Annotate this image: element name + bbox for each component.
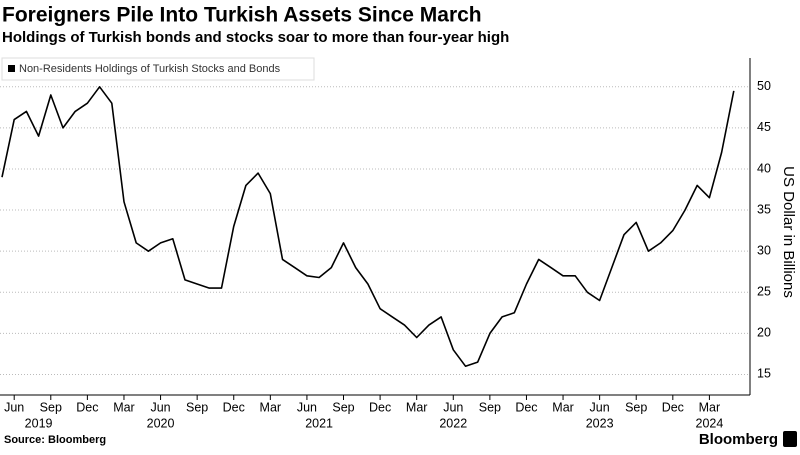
source: Source: Bloomberg: [4, 434, 106, 446]
line-series: [1, 86, 735, 367]
y-tick-label: 40: [757, 161, 771, 175]
x-tick-label: Sep: [332, 400, 354, 414]
year-label: 2022: [439, 416, 467, 430]
x-tick-label: Mar: [260, 400, 282, 414]
x-tick-label: Sep: [625, 400, 647, 414]
x-tick-label: Dec: [662, 400, 684, 414]
y-tick-label: 50: [757, 79, 771, 93]
year-label: 2024: [696, 416, 724, 430]
x-tick-label: Jun: [297, 400, 317, 414]
y-tick-label: 35: [757, 202, 771, 216]
chart-title: Foreigners Pile Into Turkish Assets Sinc…: [2, 4, 482, 27]
x-tick-label: Jun: [150, 400, 170, 414]
legend-label: Non-Residents Holdings of Turkish Stocks…: [19, 63, 281, 75]
x-tick-label: Sep: [40, 400, 62, 414]
legend-box: [1, 57, 315, 81]
logo-icon: [783, 431, 797, 447]
year-label: 2019: [25, 416, 53, 430]
y-tick-label: 25: [757, 285, 771, 299]
y-tick-label: 45: [757, 120, 771, 134]
year-label: 2020: [147, 416, 175, 430]
x-tick-label: Mar: [406, 400, 428, 414]
year-label: 2023: [586, 416, 614, 430]
year-label: 2021: [305, 416, 333, 430]
y-tick-label: 30: [757, 243, 771, 257]
logo: Bloomberg: [699, 431, 778, 448]
x-tick-label: Dec: [76, 400, 98, 414]
chart-subtitle: Holdings of Turkish bonds and stocks soa…: [2, 29, 509, 46]
x-tick-label: Sep: [186, 400, 208, 414]
x-tick-label: Jun: [590, 400, 610, 414]
x-tick-label: Mar: [552, 400, 574, 414]
x-tick-label: Dec: [369, 400, 391, 414]
x-tick-label: Mar: [113, 400, 135, 414]
y-tick-label: 15: [757, 367, 771, 381]
x-tick-label: Mar: [699, 400, 721, 414]
x-tick-label: Dec: [515, 400, 537, 414]
x-tick-label: Dec: [223, 400, 245, 414]
y-tick-label: 20: [757, 326, 771, 340]
y-axis-label: US Dollar in Billions: [780, 166, 797, 298]
legend-swatch: [8, 65, 15, 72]
x-tick-label: Jun: [443, 400, 463, 414]
x-tick-label: Sep: [479, 400, 501, 414]
x-tick-label: Jun: [4, 400, 24, 414]
